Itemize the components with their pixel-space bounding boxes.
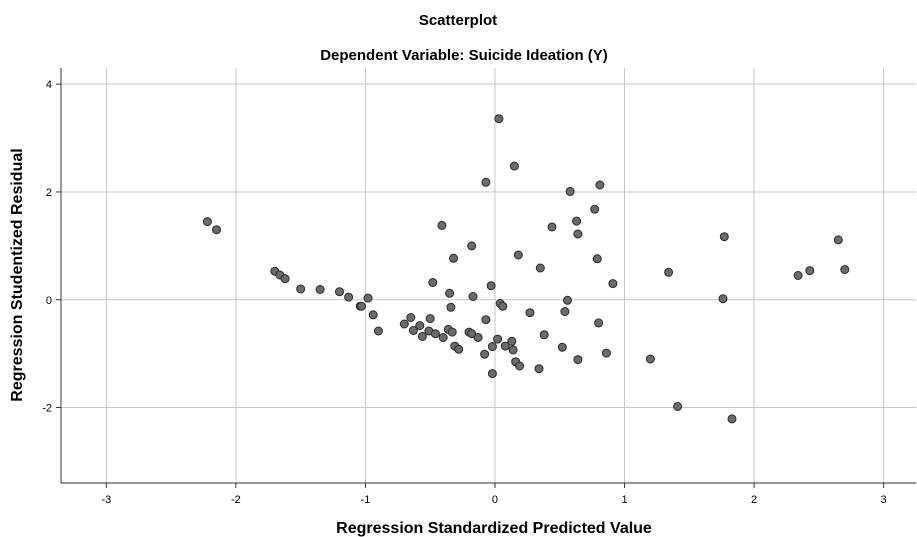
data-point — [212, 225, 221, 235]
data-point — [547, 222, 557, 232]
data-point — [592, 254, 602, 264]
data-point — [563, 295, 572, 305]
data-point — [487, 342, 497, 352]
data-points — [202, 114, 850, 424]
data-point — [428, 278, 438, 287]
data-point — [344, 292, 354, 302]
data-point — [507, 336, 517, 346]
data-point — [449, 253, 458, 263]
data-point — [481, 315, 491, 325]
y-tick-label: 4 — [46, 79, 52, 91]
x-tick-label: 3 — [881, 494, 887, 506]
data-point — [425, 314, 435, 324]
data-point — [493, 334, 503, 344]
data-point — [645, 354, 655, 364]
data-point — [608, 279, 618, 289]
data-point — [594, 318, 604, 328]
data-point — [446, 302, 456, 312]
data-point — [363, 293, 373, 303]
data-point — [494, 114, 504, 124]
data-point — [793, 271, 803, 280]
data-point — [595, 180, 605, 190]
data-point — [415, 321, 425, 331]
data-point — [833, 235, 843, 245]
y-tick-label: 0 — [46, 295, 52, 307]
data-point — [437, 220, 447, 230]
data-point — [515, 361, 525, 371]
data-point — [525, 308, 535, 318]
data-point — [335, 287, 344, 297]
data-point — [447, 327, 457, 337]
x-axis-label: Regression Standardized Predicted Value — [336, 520, 652, 537]
data-point — [486, 281, 496, 291]
x-tick-label: -2 — [231, 494, 241, 506]
x-tick-label: 0 — [492, 494, 498, 506]
data-point — [468, 292, 478, 301]
data-point — [430, 329, 440, 339]
y-tick-label: -2 — [42, 403, 52, 415]
x-tick-label: 2 — [751, 494, 757, 506]
data-point — [373, 326, 383, 336]
data-point — [445, 288, 455, 298]
data-point — [399, 319, 409, 329]
data-point — [498, 301, 508, 311]
data-point — [368, 310, 378, 320]
x-tick-label: -3 — [101, 494, 111, 506]
data-point — [534, 364, 544, 374]
data-point — [500, 341, 510, 351]
data-point — [487, 369, 497, 379]
axes — [56, 68, 916, 488]
data-point — [296, 284, 306, 294]
data-point — [408, 326, 418, 335]
y-tick-label: 2 — [46, 187, 52, 199]
data-point — [473, 333, 483, 342]
tick-labels: -3 -2 -1 0 1 2 3 -2 0 2 4 — [42, 79, 886, 506]
data-point — [202, 217, 212, 227]
data-point — [481, 177, 491, 187]
data-point — [601, 348, 611, 358]
data-point — [565, 186, 575, 196]
data-point — [664, 267, 674, 277]
data-point — [560, 307, 570, 317]
data-point — [557, 342, 567, 352]
data-point — [840, 265, 850, 275]
data-point — [673, 402, 683, 411]
data-point — [535, 263, 545, 273]
data-point — [539, 330, 549, 340]
chart-title: Scatterplot — [419, 12, 497, 29]
data-point — [406, 313, 416, 322]
data-point — [572, 216, 582, 226]
data-point — [438, 333, 448, 342]
data-point — [454, 344, 464, 354]
data-point — [509, 161, 519, 171]
data-point — [573, 355, 583, 365]
data-point — [315, 285, 325, 294]
data-point — [727, 414, 737, 424]
y-axis-label: Regression Studentized Residual — [9, 148, 26, 401]
x-tick-label: 1 — [621, 494, 627, 506]
data-point — [280, 274, 290, 284]
data-point — [357, 301, 366, 311]
data-point — [467, 241, 477, 251]
data-point — [573, 229, 583, 239]
x-tick-label: -1 — [361, 494, 371, 506]
data-point — [718, 294, 728, 304]
gridlines — [61, 68, 916, 483]
data-point — [508, 345, 518, 355]
data-point — [417, 331, 427, 341]
data-point — [480, 349, 490, 359]
chart-subtitle: Dependent Variable: Suicide Ideation (Y) — [320, 47, 608, 64]
data-point — [513, 250, 523, 260]
data-point — [719, 232, 729, 242]
data-point — [590, 204, 600, 214]
data-point — [805, 266, 815, 276]
